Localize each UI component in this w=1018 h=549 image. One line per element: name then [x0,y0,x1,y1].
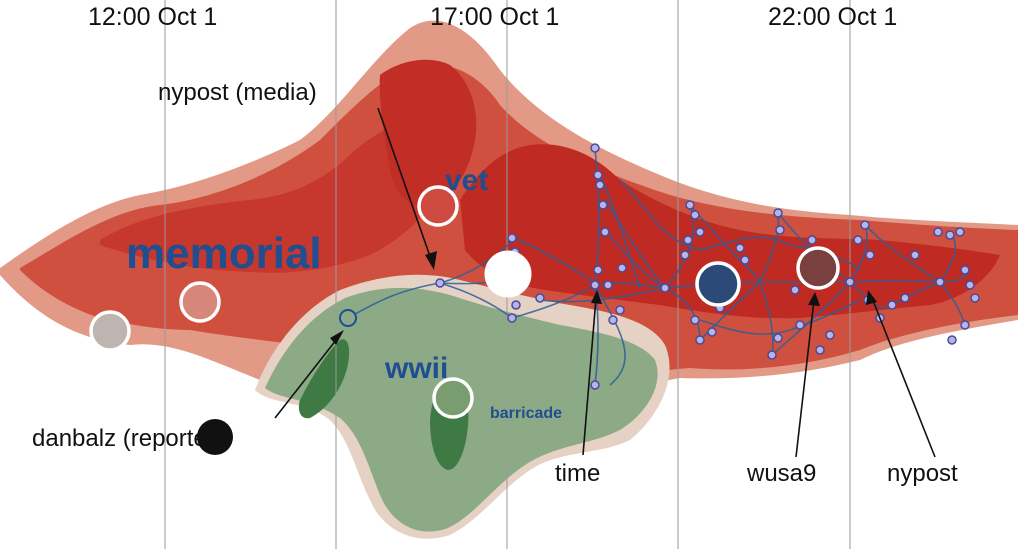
green-start-node [339,309,357,327]
navy-circle-marker [695,261,741,307]
dark-stream-top [379,59,477,206]
time-label-1700: 17:00 Oct 1 [430,3,559,31]
wwii-circle-marker [432,377,474,419]
grey-circle-marker [89,310,131,352]
annotation-wusa9: wusa9 [746,460,816,487]
topic-label-vet: vet [445,164,488,197]
black-circle-marker [197,419,233,455]
topic-label-wwii: wwii [384,352,448,385]
white-circle-marker [484,250,532,298]
time-label-1200: 12:00 Oct 1 [88,3,217,31]
dark-stream-left [100,123,444,273]
topic-label-memorial: memorial [126,229,322,278]
brown-circle-marker [796,246,840,290]
dark-green-left [298,339,350,419]
annotation-danbalz: danbalz (reporter) [32,425,223,452]
time-label-2200: 22:00 Oct 1 [768,3,897,31]
annotation-nypost-media: nypost (media) [158,79,317,106]
pink-circle-marker [179,281,221,323]
network-nodes [435,143,980,390]
annotation-time: time [555,460,600,487]
annotation-arrowheads [330,251,877,345]
annotation-nypost: nypost [887,460,958,487]
dark-stream [460,144,1000,319]
vet-circle-marker [417,185,459,227]
annotation-arrows [274,107,936,458]
topic-label-barricade: barricade [490,405,562,422]
